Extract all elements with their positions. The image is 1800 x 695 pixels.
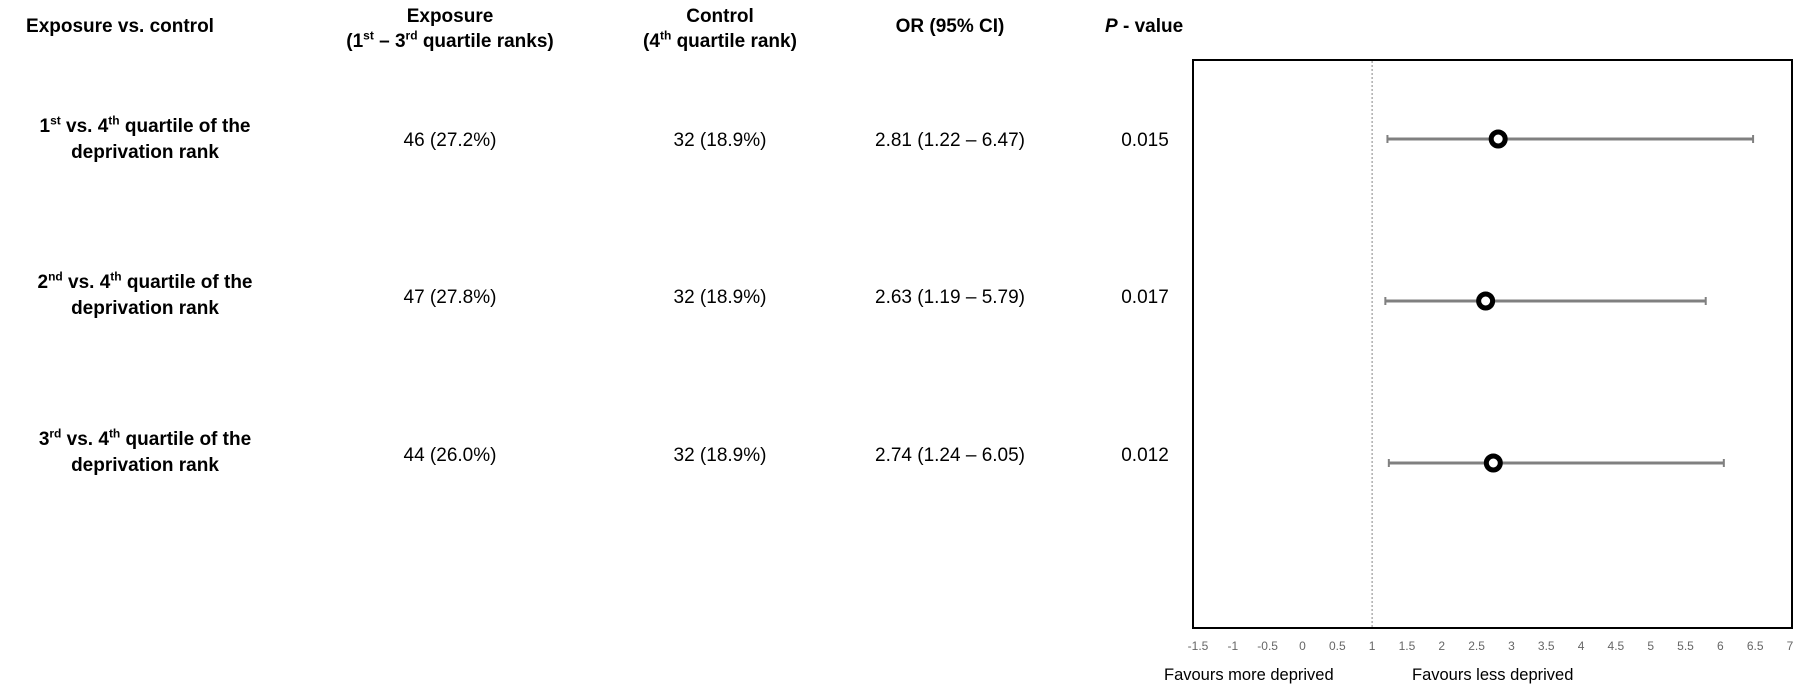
x-tick-label: 1 — [1369, 639, 1376, 653]
footer-favours-more-deprived: Favours more deprived — [1164, 666, 1334, 684]
x-tick-label: 2 — [1438, 639, 1445, 653]
x-tick-label: 4 — [1578, 639, 1585, 653]
x-tick-label: -0.5 — [1257, 639, 1278, 653]
header-or: OR (95% CI) — [895, 16, 1005, 37]
row-label-2: 2nd vs. 4th quartile of the deprivation … — [37, 269, 253, 319]
row1-exposure: 46 (27.2%) — [403, 130, 497, 151]
row2-p-value: 0.017 — [1121, 287, 1169, 308]
x-tick-label: -1.5 — [1188, 639, 1209, 653]
row3-or: 2.74 (1.24 – 6.05) — [875, 445, 1025, 466]
row1-or: 2.81 (1.22 – 6.47) — [875, 130, 1025, 151]
row2-exposure: 47 (27.8%) — [403, 287, 497, 308]
header-exposure-line2: (1st – 3rd quartile ranks) — [346, 28, 554, 52]
row3-control: 32 (18.9%) — [673, 445, 767, 466]
x-tick-label: 4.5 — [1608, 639, 1625, 653]
x-tick-label: 6.5 — [1747, 639, 1764, 653]
x-tick-label: 6 — [1717, 639, 1724, 653]
row-label-3: 3rd vs. 4th quartile of the deprivation … — [38, 426, 252, 476]
x-tick-label: 1.5 — [1399, 639, 1416, 653]
odds-ratio-point — [1488, 129, 1508, 149]
x-tick-label: 7 — [1787, 639, 1794, 653]
x-tick-label: -1 — [1227, 639, 1238, 653]
odds-ratio-point — [1483, 453, 1503, 473]
x-tick-label: 3 — [1508, 639, 1515, 653]
row2-control: 32 (18.9%) — [673, 287, 767, 308]
header-control-line1: Control — [686, 6, 754, 27]
footer-favours-less-deprived: Favours less deprived — [1412, 666, 1574, 684]
x-tick-label: 2.5 — [1468, 639, 1485, 653]
row3-exposure: 44 (26.0%) — [403, 445, 497, 466]
x-tick-label: 5.5 — [1677, 639, 1694, 653]
x-tick-label: 0.5 — [1329, 639, 1346, 653]
header-p-value: P - value — [1105, 16, 1184, 37]
row-label-1: 1st vs. 4th quartile of the deprivation … — [39, 113, 251, 163]
row3-p-value: 0.012 — [1121, 445, 1169, 466]
x-tick-label: 0 — [1299, 639, 1306, 653]
x-tick-label: 5 — [1647, 639, 1654, 653]
header-comparison: Exposure vs. control — [26, 16, 214, 37]
plot-frame — [1192, 59, 1793, 629]
x-tick-label: 3.5 — [1538, 639, 1555, 653]
row1-control: 32 (18.9%) — [673, 130, 767, 151]
row1-p-value: 0.015 — [1121, 130, 1169, 151]
header-exposure: Exposure (1st – 3rd quartile ranks) — [300, 4, 600, 54]
header-exposure-line1: Exposure — [406, 6, 494, 27]
row2-or: 2.63 (1.19 – 5.79) — [875, 287, 1025, 308]
header-control: Control (4th quartile rank) — [620, 4, 820, 54]
header-control-line2: (4th quartile rank) — [643, 28, 797, 52]
odds-ratio-point — [1476, 291, 1496, 311]
